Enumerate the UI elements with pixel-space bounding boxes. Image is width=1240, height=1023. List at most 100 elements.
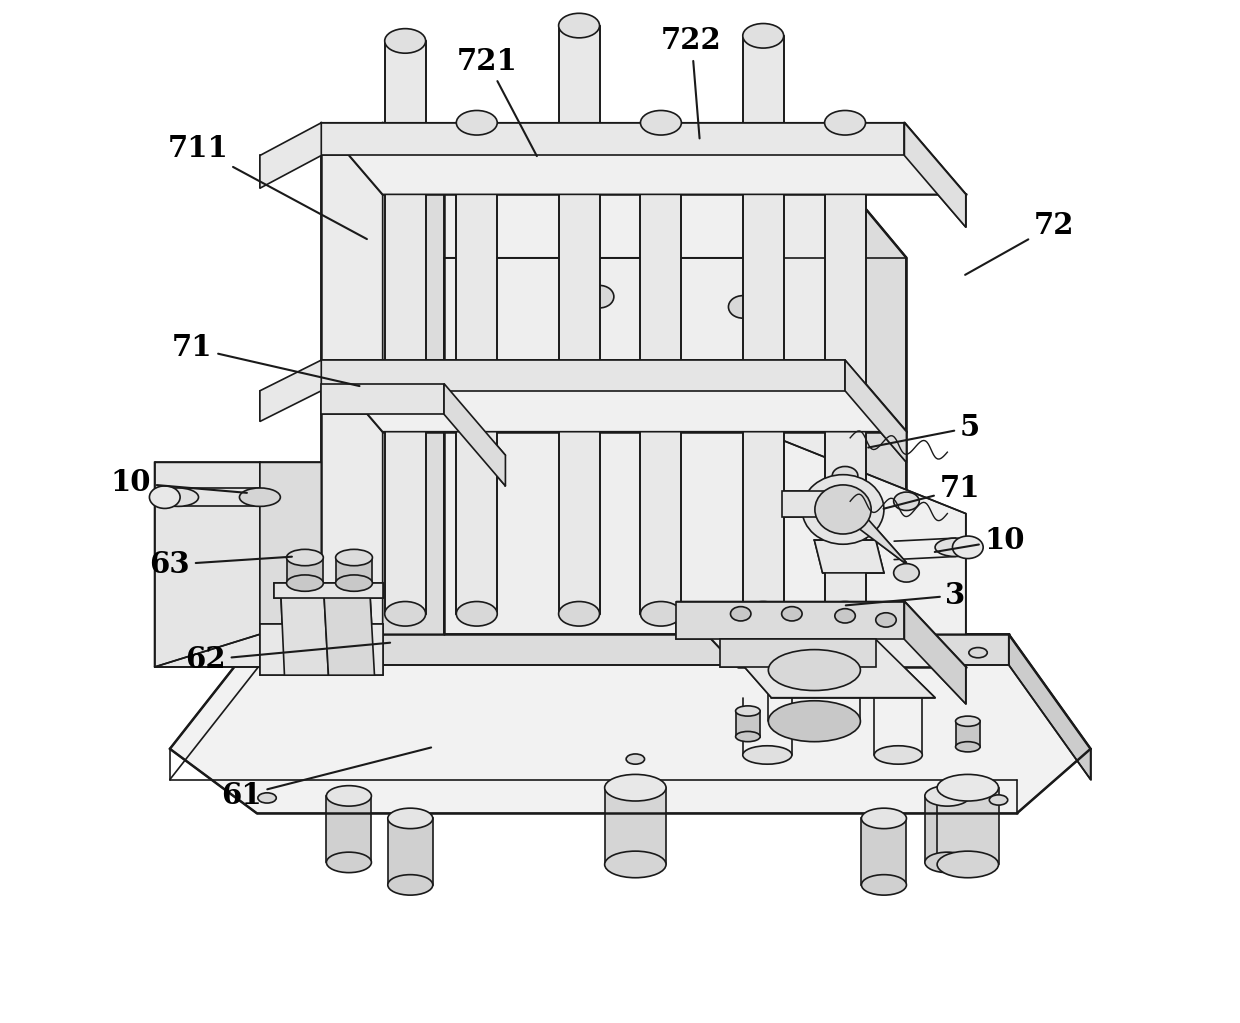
Ellipse shape <box>769 650 861 691</box>
Polygon shape <box>605 788 666 864</box>
Polygon shape <box>781 491 843 517</box>
Ellipse shape <box>336 549 372 566</box>
Ellipse shape <box>157 488 198 506</box>
Polygon shape <box>956 721 980 747</box>
Text: 3: 3 <box>846 581 966 610</box>
Text: 711: 711 <box>169 134 367 239</box>
Text: 61: 61 <box>221 748 432 810</box>
Polygon shape <box>720 639 875 667</box>
Ellipse shape <box>641 110 682 135</box>
Polygon shape <box>384 41 425 614</box>
Polygon shape <box>558 26 600 614</box>
Polygon shape <box>846 184 906 634</box>
Ellipse shape <box>239 488 280 506</box>
Polygon shape <box>274 583 383 598</box>
Polygon shape <box>383 123 444 634</box>
Ellipse shape <box>258 793 277 803</box>
Ellipse shape <box>286 549 324 566</box>
Polygon shape <box>1009 634 1091 780</box>
Polygon shape <box>155 462 260 667</box>
Polygon shape <box>846 360 906 462</box>
Polygon shape <box>321 360 906 432</box>
Polygon shape <box>336 558 372 583</box>
Polygon shape <box>260 624 383 675</box>
Ellipse shape <box>825 110 866 135</box>
Polygon shape <box>925 796 970 862</box>
Text: 5: 5 <box>868 413 980 447</box>
Ellipse shape <box>384 602 425 626</box>
Ellipse shape <box>384 29 425 53</box>
Ellipse shape <box>815 485 872 534</box>
Polygon shape <box>326 796 372 862</box>
Polygon shape <box>324 583 374 675</box>
Polygon shape <box>815 540 884 573</box>
Text: 10: 10 <box>935 526 1025 554</box>
Polygon shape <box>843 491 906 563</box>
Polygon shape <box>904 123 966 227</box>
Polygon shape <box>720 639 935 698</box>
Polygon shape <box>383 184 906 258</box>
Ellipse shape <box>937 851 998 878</box>
Text: 10: 10 <box>110 469 247 497</box>
Ellipse shape <box>894 492 919 510</box>
Polygon shape <box>781 440 966 634</box>
Ellipse shape <box>326 852 372 873</box>
Ellipse shape <box>730 607 751 621</box>
Ellipse shape <box>759 408 787 431</box>
Ellipse shape <box>728 296 758 318</box>
Polygon shape <box>825 123 866 614</box>
Ellipse shape <box>925 852 970 873</box>
Text: 721: 721 <box>456 47 537 157</box>
Ellipse shape <box>585 398 614 420</box>
Ellipse shape <box>937 774 998 801</box>
Ellipse shape <box>862 808 906 829</box>
Polygon shape <box>260 123 321 188</box>
Polygon shape <box>321 123 966 194</box>
Polygon shape <box>937 788 998 864</box>
Polygon shape <box>321 384 444 414</box>
Ellipse shape <box>641 602 682 626</box>
Polygon shape <box>743 36 784 614</box>
Ellipse shape <box>743 746 792 764</box>
Ellipse shape <box>326 786 372 806</box>
Ellipse shape <box>735 731 760 742</box>
Ellipse shape <box>558 602 600 626</box>
Polygon shape <box>676 602 966 667</box>
Text: 62: 62 <box>185 642 391 674</box>
Ellipse shape <box>336 575 372 591</box>
Polygon shape <box>388 818 433 885</box>
Ellipse shape <box>935 538 976 557</box>
Ellipse shape <box>585 285 614 308</box>
Ellipse shape <box>781 607 802 621</box>
Ellipse shape <box>286 575 324 591</box>
Ellipse shape <box>605 851 666 878</box>
Ellipse shape <box>558 13 600 38</box>
Ellipse shape <box>388 808 433 829</box>
Ellipse shape <box>832 466 858 485</box>
Text: 71: 71 <box>172 333 360 386</box>
Ellipse shape <box>743 24 784 48</box>
Ellipse shape <box>802 475 884 544</box>
Ellipse shape <box>835 609 856 623</box>
Ellipse shape <box>990 795 1008 805</box>
Ellipse shape <box>874 746 923 764</box>
Ellipse shape <box>743 602 784 626</box>
Polygon shape <box>735 711 760 737</box>
Ellipse shape <box>626 754 645 764</box>
Polygon shape <box>321 123 383 634</box>
Text: 722: 722 <box>661 27 722 138</box>
Ellipse shape <box>956 742 980 752</box>
Polygon shape <box>260 634 1009 665</box>
Ellipse shape <box>605 774 666 801</box>
Polygon shape <box>155 634 342 667</box>
Text: 71: 71 <box>884 475 980 508</box>
Ellipse shape <box>825 602 866 626</box>
Ellipse shape <box>150 486 180 508</box>
Polygon shape <box>862 818 906 885</box>
Polygon shape <box>321 123 904 155</box>
Text: 63: 63 <box>150 550 291 579</box>
Polygon shape <box>641 123 682 614</box>
Ellipse shape <box>769 701 861 742</box>
Ellipse shape <box>456 602 497 626</box>
Ellipse shape <box>894 564 919 582</box>
